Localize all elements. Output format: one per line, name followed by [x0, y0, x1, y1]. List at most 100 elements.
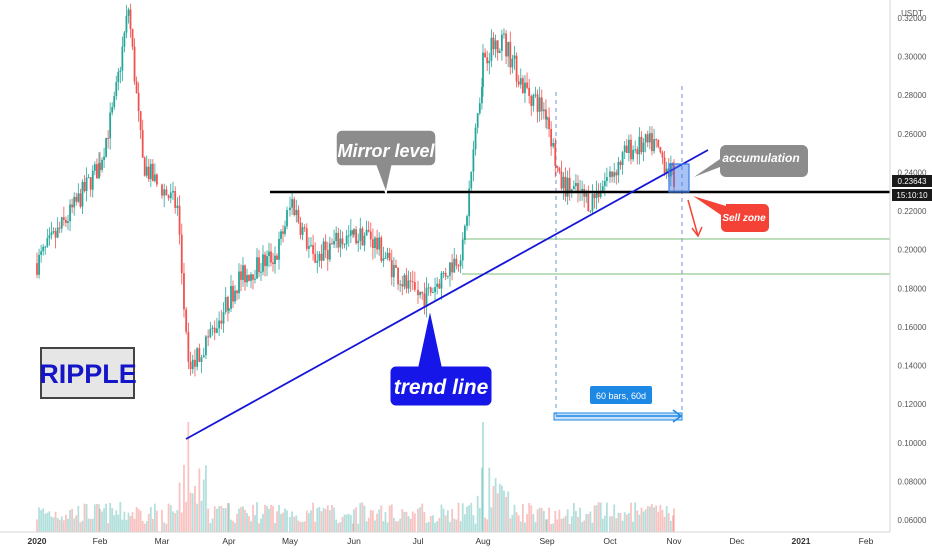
candle-body[interactable] — [515, 55, 518, 82]
candle-body[interactable] — [187, 331, 190, 362]
candle-body[interactable] — [509, 41, 512, 68]
candle-body[interactable] — [284, 226, 286, 234]
candle-body[interactable] — [357, 240, 360, 244]
candle-body[interactable] — [268, 251, 270, 257]
candle-body[interactable] — [79, 193, 82, 207]
candle-body[interactable] — [156, 174, 158, 185]
candle-body[interactable] — [606, 177, 608, 182]
candle-body[interactable] — [575, 183, 577, 187]
candle-body[interactable] — [665, 168, 668, 174]
candle-body[interactable] — [380, 237, 383, 261]
candle-body[interactable] — [151, 163, 154, 181]
candle-body[interactable] — [363, 235, 366, 246]
candle-body[interactable] — [242, 265, 244, 280]
candle-body[interactable] — [185, 309, 188, 332]
candle-body[interactable] — [56, 227, 59, 238]
candle-body[interactable] — [343, 244, 346, 246]
candles[interactable] — [36, 3, 675, 377]
candle-body[interactable] — [109, 112, 112, 139]
candle-body[interactable] — [228, 308, 230, 311]
candle-body[interactable] — [401, 284, 404, 287]
candle-body[interactable] — [293, 199, 296, 216]
candle-body[interactable] — [405, 275, 408, 289]
candle-body[interactable] — [503, 33, 505, 35]
candle-body[interactable] — [103, 156, 105, 160]
candle-body[interactable] — [264, 254, 266, 267]
candle-body[interactable] — [463, 225, 466, 241]
candle-body[interactable] — [581, 188, 584, 191]
candle-body[interactable] — [390, 260, 393, 278]
candle-body[interactable] — [123, 32, 126, 47]
candle-body[interactable] — [115, 82, 118, 97]
candle-body[interactable] — [482, 52, 484, 87]
candle-body[interactable] — [254, 278, 256, 280]
candle-body[interactable] — [661, 152, 664, 158]
candle-body[interactable] — [623, 145, 626, 153]
candle-body[interactable] — [371, 239, 374, 248]
candle-body[interactable] — [131, 28, 134, 47]
candle-body[interactable] — [105, 138, 107, 157]
candle-body[interactable] — [183, 273, 185, 310]
candle-body[interactable] — [232, 285, 234, 302]
candle-body[interactable] — [218, 320, 221, 329]
candle-body[interactable] — [442, 272, 445, 274]
candle-body[interactable] — [673, 165, 675, 187]
candle-body[interactable] — [496, 40, 499, 53]
candle-body[interactable] — [432, 292, 434, 294]
price-axis[interactable]: USDT 0.06000 0.08000 0.10000 0.12000 0.14000… — [889, 0, 932, 532]
candle-body[interactable] — [429, 287, 432, 293]
time-axis[interactable]: 2020 Feb Mar Apr May Jun Jul Aug Sep Oct Nov Dec 202… — [0, 531, 932, 550]
candle-body[interactable] — [316, 260, 319, 263]
candle-body[interactable] — [314, 253, 317, 263]
candle-body[interactable] — [252, 274, 254, 280]
candle-body[interactable] — [560, 171, 563, 189]
candle-body[interactable] — [222, 312, 225, 324]
candle-body[interactable] — [234, 290, 236, 302]
candle-body[interactable] — [111, 107, 114, 113]
candle-body[interactable] — [634, 149, 637, 151]
candle-body[interactable] — [169, 192, 172, 199]
candle-body[interactable] — [638, 136, 641, 155]
candle-body[interactable] — [434, 287, 436, 293]
candle-body[interactable] — [209, 328, 212, 338]
candle-body[interactable] — [449, 262, 451, 276]
candle-body[interactable] — [198, 348, 201, 362]
candle-body[interactable] — [93, 164, 96, 171]
candle-body[interactable] — [438, 283, 441, 289]
candle-body[interactable] — [481, 86, 483, 104]
candle-body[interactable] — [163, 189, 166, 196]
candle-body[interactable] — [248, 274, 250, 281]
candle-body[interactable] — [546, 117, 548, 120]
candle-body[interactable] — [220, 320, 223, 324]
candle-body[interactable] — [511, 58, 514, 68]
candle-body[interactable] — [194, 359, 196, 367]
candle-body[interactable] — [99, 163, 101, 171]
candle-body[interactable] — [451, 262, 453, 273]
candle-body[interactable] — [653, 139, 655, 152]
candle-body[interactable] — [341, 238, 344, 245]
candle-body[interactable] — [262, 254, 264, 272]
candle-body[interactable] — [490, 37, 493, 61]
candle-body[interactable] — [534, 94, 537, 96]
candle-body[interactable] — [320, 253, 323, 261]
candle-body[interactable] — [378, 237, 381, 250]
candle-body[interactable] — [507, 41, 510, 57]
candle-body[interactable] — [397, 267, 399, 285]
candle-body[interactable] — [536, 94, 539, 112]
candle-body[interactable] — [419, 291, 422, 296]
candle-body[interactable] — [205, 336, 207, 356]
candle-body[interactable] — [513, 55, 516, 59]
candle-body[interactable] — [530, 95, 533, 106]
candle-body[interactable] — [236, 290, 238, 294]
candle-body[interactable] — [200, 357, 203, 362]
candle-body[interactable] — [444, 272, 447, 277]
candle-body[interactable] — [395, 265, 397, 268]
candle-body[interactable] — [403, 275, 406, 287]
candle-body[interactable] — [648, 133, 651, 143]
candle-body[interactable] — [227, 297, 229, 311]
candle-body[interactable] — [640, 136, 643, 153]
accumulation-box[interactable] — [668, 163, 690, 193]
candle-body[interactable] — [149, 163, 152, 180]
candle-body[interactable] — [374, 237, 376, 248]
